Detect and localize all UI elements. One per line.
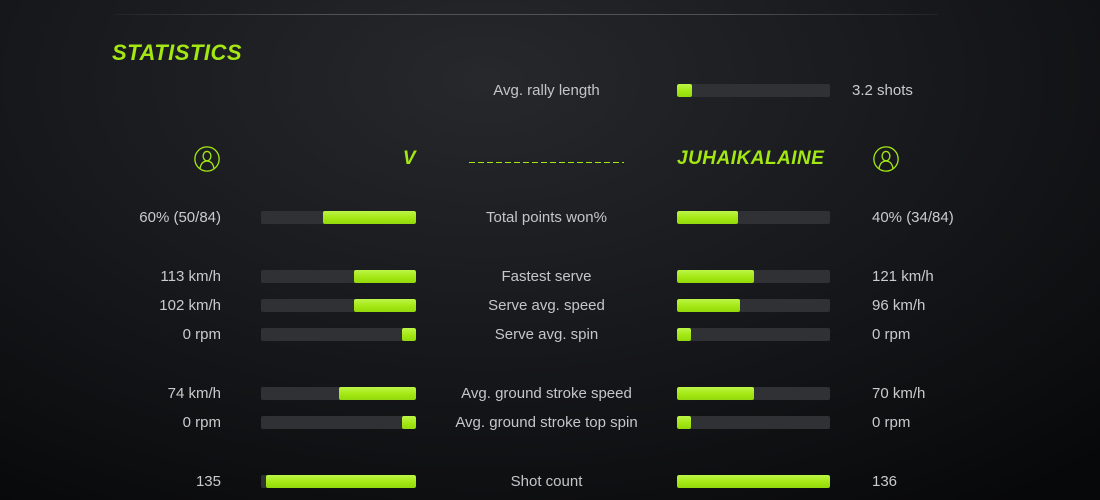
stat-row: 60% (50/84) Total points won% 40% (34/84… — [0, 203, 1100, 232]
row-group-gap — [0, 349, 1100, 379]
stat-label: Serve avg. spin — [494, 326, 599, 343]
stat-row: 0 rpm Serve avg. spin 0 rpm — [0, 320, 1100, 349]
left-stat-bar-fill — [402, 416, 416, 429]
right-stat-bar — [677, 387, 830, 400]
left-stat-bar-fill — [402, 328, 416, 341]
left-player-stat-value: 135 — [195, 473, 221, 490]
page-title: STATISTICS — [112, 40, 243, 65]
right-stat-bar-fill — [677, 270, 754, 283]
left-stat-bar — [261, 387, 416, 400]
right-stat-bar — [677, 328, 830, 341]
players-header: V JUHAIKALAINE — [0, 136, 1100, 182]
left-stat-bar — [261, 328, 416, 341]
left-stat-bar — [261, 475, 416, 488]
left-player-stat-value: 0 rpm — [182, 326, 221, 343]
right-stat-bar-fill — [677, 328, 691, 341]
right-stat-bar — [677, 475, 830, 488]
left-player-stat-value: 113 km/h — [160, 268, 221, 285]
person-circle-icon — [873, 146, 899, 172]
person-circle-icon — [194, 146, 220, 172]
rally-length-value: 3.2 shots — [852, 81, 913, 99]
stat-row: 135 Shot count 136 — [0, 467, 1100, 496]
dashed-line — [469, 161, 624, 163]
right-stat-bar — [677, 211, 830, 224]
right-stat-bar-fill — [677, 211, 739, 224]
right-stat-bar-fill — [677, 475, 830, 488]
rally-length-row: Avg. rally length 3.2 shots — [0, 76, 1100, 104]
stat-label: Shot count — [510, 473, 583, 490]
left-stat-bar-fill — [265, 475, 416, 488]
stat-row: 0 rpm Avg. ground stroke top spin 0 rpm — [0, 408, 1100, 437]
left-stat-bar — [261, 211, 416, 224]
left-stat-bar-fill — [323, 211, 416, 224]
right-stat-bar — [677, 299, 830, 312]
right-stat-bar — [677, 416, 830, 429]
left-player-stat-value: 102 km/h — [159, 297, 221, 314]
stats-rows: 60% (50/84) Total points won% 40% (34/84… — [0, 203, 1100, 496]
right-stat-bar-fill — [677, 299, 740, 312]
stat-row: 113 km/h Fastest serve 121 km/h — [0, 262, 1100, 291]
rally-length-label: Avg. rally length — [493, 81, 600, 99]
rally-bar-fill — [677, 83, 693, 97]
right-player-stat-value: 136 — [872, 473, 898, 490]
left-player-avatar — [100, 145, 221, 173]
right-player-stat-value: 0 rpm — [872, 326, 911, 343]
top-divider — [115, 14, 938, 15]
left-stat-bar-fill — [354, 299, 416, 312]
right-player-stat-value: 96 km/h — [872, 297, 926, 314]
left-player-stat-value: 0 rpm — [182, 414, 221, 431]
stat-label: Total points won% — [486, 209, 607, 226]
left-stat-bar — [261, 299, 416, 312]
right-stat-bar-fill — [677, 416, 691, 429]
left-stat-bar-fill — [338, 387, 416, 400]
rally-length-bar — [677, 83, 830, 97]
right-player-stat-value: 40% (34/84) — [872, 209, 954, 226]
left-player-stat-value: 74 km/h — [167, 385, 221, 402]
left-player-stat-value: 60% (50/84) — [139, 209, 221, 226]
left-stat-bar-fill — [354, 270, 416, 283]
stat-row: 74 km/h Avg. ground stroke speed 70 km/h — [0, 379, 1100, 408]
stat-label: Fastest serve — [501, 268, 592, 285]
right-stat-bar — [677, 270, 830, 283]
left-player-name: V — [402, 148, 416, 169]
left-stat-bar — [261, 416, 416, 429]
row-group-gap — [0, 232, 1100, 262]
right-player-name: JUHAIKALAINE — [677, 148, 825, 169]
players-separator — [416, 156, 677, 163]
row-group-gap — [0, 437, 1100, 467]
stat-label: Avg. ground stroke top spin — [455, 414, 638, 431]
right-player-stat-value: 0 rpm — [872, 414, 911, 431]
right-stat-bar-fill — [677, 387, 754, 400]
stat-label: Avg. ground stroke speed — [461, 385, 632, 402]
left-stat-bar — [261, 270, 416, 283]
right-player-stat-value: 121 km/h — [872, 268, 934, 285]
right-player-stat-value: 70 km/h — [872, 385, 926, 402]
stat-row: 102 km/h Serve avg. speed 96 km/h — [0, 291, 1100, 320]
stat-label: Serve avg. speed — [488, 297, 605, 314]
right-player-avatar — [872, 145, 1042, 173]
